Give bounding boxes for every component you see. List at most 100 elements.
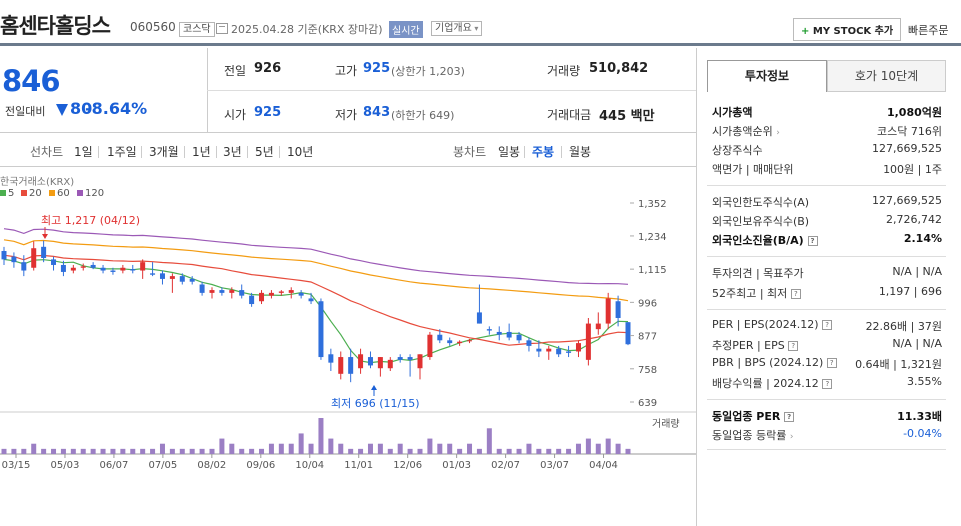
candle-body xyxy=(496,331,502,335)
opinion-row: 투자의견 | 목표주가 N/A | N/A xyxy=(712,265,942,280)
x-tick-label: 09/06 xyxy=(246,460,275,471)
candle-body xyxy=(387,359,393,369)
quick-order-link[interactable]: 빠른주문 xyxy=(908,24,949,37)
volume-bar xyxy=(298,433,304,454)
period-daily[interactable]: 일봉 xyxy=(498,145,521,159)
company-name: 홈센타홀딩스 xyxy=(0,14,111,38)
volume-bar xyxy=(566,448,572,454)
volume-bar xyxy=(536,448,542,454)
volume-bar xyxy=(437,443,443,454)
volume-bar xyxy=(605,438,611,454)
high-label: 고가 xyxy=(335,64,358,78)
high-annotation: 최고 1,217 (04/12) xyxy=(41,214,140,239)
chevron-down-icon: ▾ xyxy=(471,24,479,33)
candle-body xyxy=(268,292,274,296)
volume-bar xyxy=(615,443,621,454)
candle-body xyxy=(288,290,294,293)
candle-body xyxy=(486,329,492,331)
realtime-button[interactable]: 실시간 xyxy=(389,21,423,38)
period-1y[interactable]: 1년 xyxy=(192,145,211,159)
candle-body xyxy=(229,290,235,293)
volume-bar xyxy=(41,448,47,454)
period-monthly[interactable]: 월봉 xyxy=(569,145,592,159)
ma60-line xyxy=(3,239,629,302)
help-icon[interactable]: ? xyxy=(790,289,801,299)
legend-swatch xyxy=(0,190,6,196)
legend-label: 5 xyxy=(8,188,14,199)
candle-body xyxy=(278,291,284,293)
candle-body xyxy=(21,262,27,271)
candle-body xyxy=(41,246,47,258)
upper-limit: (상한가 1,203) xyxy=(391,65,465,78)
candle-body xyxy=(546,348,552,352)
volume-bar xyxy=(288,443,294,454)
candle-body xyxy=(189,278,195,282)
volume-bar xyxy=(476,448,482,454)
volume-bar xyxy=(239,448,245,454)
open-value: 925 xyxy=(254,105,282,120)
help-icon[interactable]: ? xyxy=(788,341,799,351)
help-icon[interactable]: ? xyxy=(822,379,833,389)
volume-bar xyxy=(169,448,175,454)
help-icon[interactable]: ? xyxy=(807,236,818,246)
candle-body xyxy=(358,354,364,369)
volume-bar xyxy=(367,443,373,454)
candle-body xyxy=(575,343,581,352)
period-1d[interactable]: 1일 xyxy=(74,145,93,159)
legend-label: 120 xyxy=(85,188,104,199)
period-3y[interactable]: 3년 xyxy=(223,145,242,159)
candle-body xyxy=(447,340,453,344)
candle-body xyxy=(239,290,245,296)
tab-invest-info[interactable]: 투자정보 xyxy=(707,60,827,92)
candle-body xyxy=(318,301,324,358)
volume-bar xyxy=(189,448,195,454)
x-tick-label: 03/15 xyxy=(2,460,31,471)
candle-body xyxy=(427,334,433,358)
volume-bar xyxy=(80,448,86,454)
volume-bar xyxy=(496,448,502,454)
prev-close-label: 전일 xyxy=(224,64,247,78)
y-tick-label: 1,234 xyxy=(638,232,667,243)
candle-chart-label: 봉차트 xyxy=(453,145,487,159)
low-annotation: 최저 696 (11/15) xyxy=(331,385,420,410)
volume-bar xyxy=(358,448,364,454)
candle-body xyxy=(328,354,334,363)
candle-body xyxy=(625,322,631,345)
current-price: 846 xyxy=(2,64,61,98)
volume-bar xyxy=(199,448,205,454)
stock-code: 060560 xyxy=(130,20,176,34)
candle-body xyxy=(457,341,463,344)
est-per-row: 추정PER | EPS ? N/A | N/A xyxy=(712,337,942,352)
volume-bar xyxy=(179,448,185,454)
candle-body xyxy=(417,354,423,369)
open-label: 시가 xyxy=(224,108,247,122)
candle-body xyxy=(585,323,591,360)
company-overview-dropdown[interactable]: 기업개요 ▾ xyxy=(431,21,483,36)
candle-body xyxy=(437,334,443,341)
help-icon[interactable]: ? xyxy=(826,358,837,368)
x-tick-label: 07/05 xyxy=(148,460,177,471)
legend-swatch xyxy=(49,190,55,196)
candle-body xyxy=(120,267,126,271)
candle-body xyxy=(51,259,57,265)
period-5y[interactable]: 5년 xyxy=(255,145,274,159)
help-icon[interactable]: ? xyxy=(784,412,795,422)
volume-bar xyxy=(100,448,106,454)
x-tick-label: 03/07 xyxy=(540,460,569,471)
period-1w[interactable]: 1주일 xyxy=(107,145,137,159)
period-weekly[interactable]: 주봉 xyxy=(532,145,555,159)
period-3m[interactable]: 3개월 xyxy=(149,145,179,159)
period-10y[interactable]: 10년 xyxy=(287,145,314,159)
help-icon[interactable]: ? xyxy=(822,320,833,330)
add-mystock-button[interactable]: + MY STOCK 추가 xyxy=(793,18,902,41)
volume-bar xyxy=(31,443,37,454)
candle-body xyxy=(338,357,344,374)
candle-body xyxy=(140,262,146,271)
x-tick-label: 12/06 xyxy=(393,460,422,471)
volume-bar xyxy=(457,448,463,454)
x-tick-label: 08/02 xyxy=(197,460,226,471)
tab-orderbook[interactable]: 호가 10단계 xyxy=(827,60,946,92)
candle-body xyxy=(249,295,255,305)
amount-label: 거래대금 xyxy=(547,108,592,122)
candle-body xyxy=(556,348,562,355)
